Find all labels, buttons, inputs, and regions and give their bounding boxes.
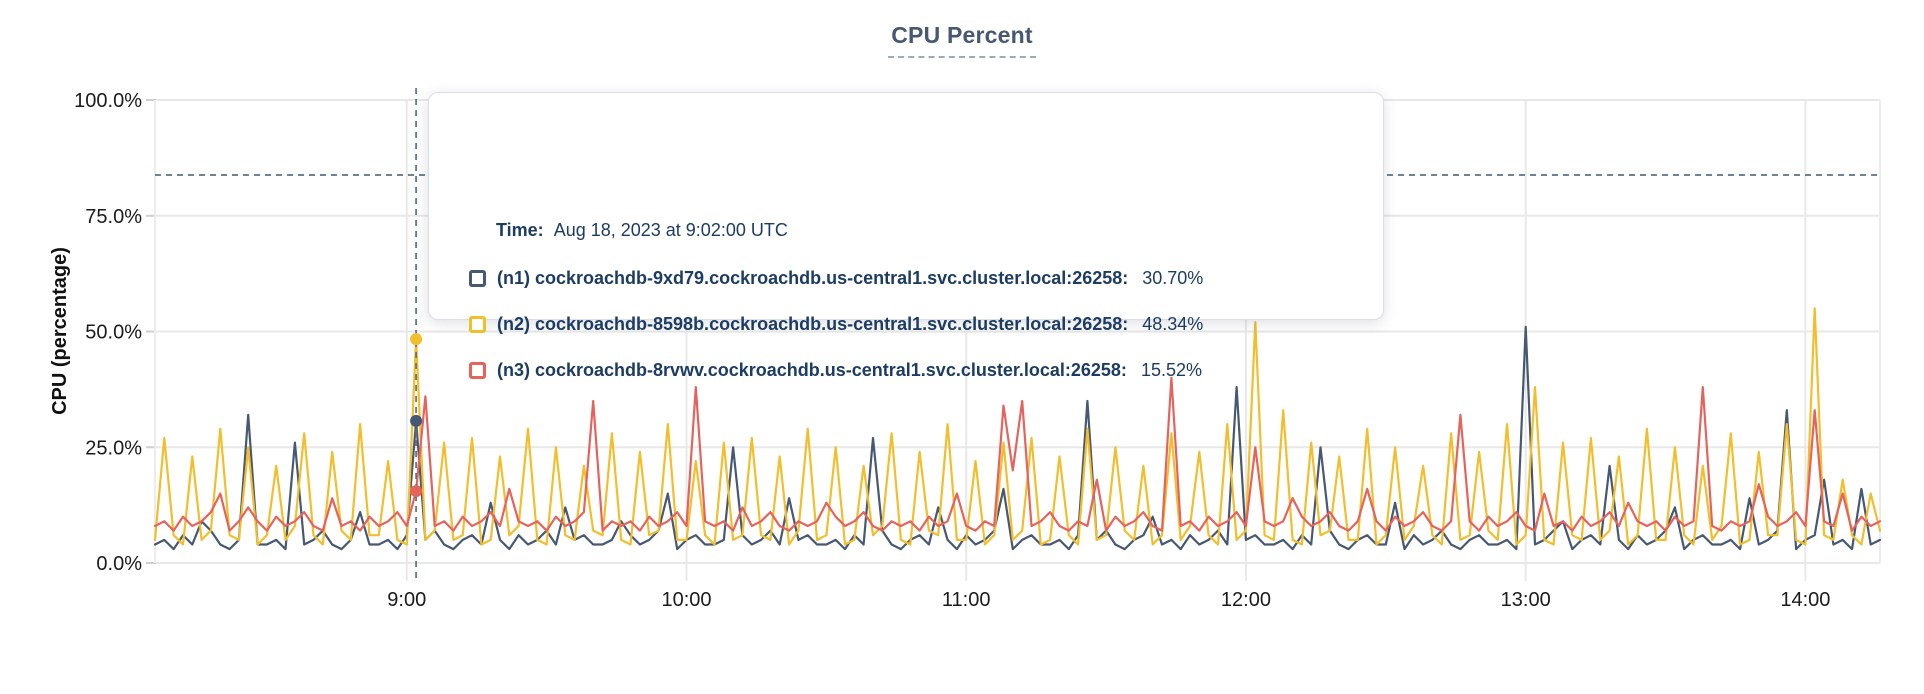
y-tick-label: 100.0% [74,90,142,112]
x-gridlines: 9:00 10:00 11:00 12:00 13:00 14:00 [154,100,1881,611]
tooltip-series-row-n3: (n3) cockroachdb-8rvwv.cockroachdb.us-ce… [469,356,1202,384]
tooltip-series-value-n1: 30.70% [1142,267,1204,288]
series-swatch-n1 [469,269,486,287]
series-line-n2 [153,307,1882,546]
crosshair-dot-n3 [410,485,423,498]
x-tick-label: 13:00 [1501,589,1551,611]
tooltip-time-label: Time: [496,220,544,240]
chart-header: CPU Percent [0,22,1924,58]
y-tick-label: 75.0% [85,206,142,228]
x-tick-label: 12:00 [1221,589,1271,611]
series-swatch-n3 [469,361,486,379]
crosshair-dot-n2 [410,333,423,346]
tooltip-time-row: Time: Aug 18, 2023 at 9:02:00 UTC [496,217,788,243]
x-tick-label: 11:00 [942,589,991,611]
x-tick-label: 14:00 [1780,589,1830,611]
series-line-n3 [153,376,1882,532]
tooltip-series-value-n2: 48.34% [1142,313,1204,334]
y-tick-label: 0.0% [96,553,142,575]
chart-title[interactable]: CPU Percent [888,22,1036,58]
y-tick-label: 50.0% [85,322,142,344]
tooltip-series-label-n3: (n3) cockroachdb-8rvwv.cockroachdb.us-ce… [497,359,1127,380]
chart-tooltip: Time: Aug 18, 2023 at 9:02:00 UTC (n1) co… [428,92,1384,380]
y-tick-label: 25.0% [85,437,142,459]
tooltip-series-label-n1: (n1) cockroachdb-9xd79.cockroachdb.us-ce… [497,267,1129,288]
tooltip-series-value-n3: 15.52% [1140,359,1202,380]
tooltip-time-value: Aug 18, 2023 at 9:02:00 UTC [553,220,788,240]
crosshair-dot-n1 [410,414,423,427]
series-swatch-n2 [469,315,486,333]
tooltip-series-row-n2: (n2) cockroachdb-8598b.cockroachdb.us-ce… [469,310,1203,338]
tooltip-series-label-n2: (n2) cockroachdb-8598b.cockroachdb.us-ce… [497,313,1129,334]
x-tick-label: 9:00 [387,589,426,611]
tooltip-series-row-n1: (n1) cockroachdb-9xd79.cockroachdb.us-ce… [469,264,1203,292]
series-line-n1 [153,325,1882,551]
x-tick-label: 10:00 [661,589,711,611]
